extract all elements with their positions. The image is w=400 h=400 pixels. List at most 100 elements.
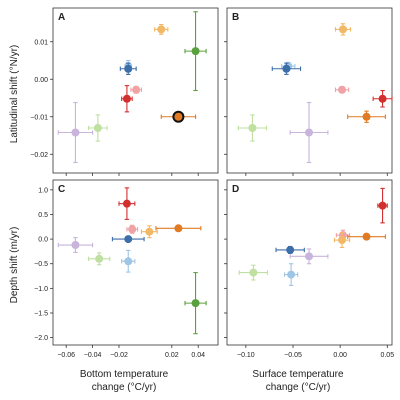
- data-point: [118, 187, 136, 220]
- data-point: [333, 232, 351, 249]
- point-marker: [248, 124, 257, 132]
- data-point: [289, 248, 329, 265]
- x-axis-title-bottom-temp-line2: change (°C/yr): [92, 382, 157, 393]
- point-marker: [145, 227, 154, 236]
- x-tick-label: −0.10: [237, 352, 255, 359]
- y-tick-label: −0.02: [30, 152, 48, 159]
- x-tick-label: −0.02: [110, 352, 128, 359]
- data-point: [119, 62, 137, 75]
- y-axis-title-latitude: Latitudinal shift (°N/yr): [9, 45, 20, 143]
- y-tick-label: −2.0: [34, 335, 48, 342]
- data-point: [88, 252, 111, 266]
- panel-b: B: [224, 7, 393, 176]
- y-tick-label: 0.5: [38, 212, 48, 219]
- data-point: [121, 85, 133, 113]
- point-marker: [93, 124, 102, 132]
- point-marker: [362, 112, 371, 121]
- point-marker: [338, 236, 347, 245]
- y-tick-label: 0.0: [38, 237, 48, 244]
- point-marker: [71, 241, 80, 250]
- point-marker: [124, 257, 133, 266]
- point-marker: [378, 201, 387, 210]
- point-marker: [191, 47, 200, 56]
- point-marker: [287, 270, 296, 279]
- data-point: [347, 110, 386, 123]
- data-point: [275, 245, 305, 254]
- point-marker: [174, 224, 183, 233]
- point-marker: [362, 232, 371, 241]
- data-point: [372, 89, 393, 108]
- point-marker: [191, 299, 200, 308]
- y-tick-label: 1.0: [38, 187, 48, 194]
- data-point: [238, 264, 269, 281]
- panel-letter: B: [232, 12, 239, 23]
- panel-frame: [52, 179, 219, 346]
- point-marker: [338, 85, 347, 94]
- data-point: [334, 85, 350, 94]
- data-point: [130, 85, 142, 94]
- point-marker: [124, 235, 133, 244]
- x-axis-title-surface-temp-line2: change (°C/yr): [266, 382, 331, 393]
- y-tick-label: −0.5: [34, 261, 48, 268]
- x-tick-label: 0.00: [333, 352, 347, 359]
- panel-letter: D: [232, 184, 239, 195]
- point-marker: [286, 245, 295, 254]
- x-tick-label: 0.02: [165, 352, 179, 359]
- y-tick-label: −0.01: [30, 114, 48, 121]
- panel-frame: [226, 179, 393, 346]
- point-marker: [174, 112, 183, 121]
- data-point: [57, 101, 94, 164]
- point-marker: [305, 128, 314, 137]
- x-tick-label: −0.06: [57, 352, 75, 359]
- point-marker: [249, 268, 258, 277]
- point-marker: [305, 252, 314, 261]
- x-tick-label: 0.05: [380, 352, 394, 359]
- data-point: [334, 23, 352, 36]
- data-point: [184, 272, 207, 335]
- data-point: [57, 237, 94, 253]
- y-tick-label: 0.01: [34, 39, 48, 46]
- panel-frame: [226, 7, 393, 174]
- data-point: [289, 101, 329, 164]
- x-axis-title-bottom-temp-line1: Bottom temperature: [80, 369, 169, 380]
- point-marker: [338, 25, 347, 34]
- point-marker: [282, 64, 291, 73]
- data-point: [347, 232, 386, 241]
- point-marker: [71, 128, 80, 137]
- data-point: [88, 114, 108, 142]
- data-point: [283, 263, 299, 286]
- y-tick-label: −1.0: [34, 286, 48, 293]
- data-point: [160, 110, 197, 123]
- data-point: [155, 224, 202, 233]
- point-marker: [132, 85, 141, 94]
- point-marker: [124, 64, 133, 73]
- panel-d: D −0.10 −0.05 0.00 0.05: [224, 179, 394, 359]
- point-marker: [95, 254, 104, 263]
- point-marker: [378, 94, 387, 103]
- x-tick-label: −0.04: [84, 352, 102, 359]
- point-marker: [122, 199, 131, 208]
- x-tick-label: −0.05: [284, 352, 302, 359]
- panel-c: C −2.0 −1.5 −1.0 −0.5 0.0 0.5 1.0 −0.06 −0.04 −0.0…: [34, 179, 219, 359]
- data-point: [126, 224, 139, 234]
- data-point: [121, 249, 136, 273]
- data-point: [271, 62, 302, 75]
- point-marker: [157, 25, 166, 34]
- x-tick-label: 0.04: [191, 352, 205, 359]
- point-marker: [128, 225, 137, 234]
- panel-frame: [52, 7, 219, 174]
- x-axis-title-surface-temp-line1: Surface temperature: [252, 369, 344, 380]
- data-point: [237, 114, 268, 142]
- data-point: [111, 235, 145, 244]
- panel-letter: A: [58, 12, 65, 23]
- data-point: [140, 225, 158, 239]
- data-point: [377, 187, 388, 224]
- data-point: [184, 11, 207, 92]
- y-tick-label: −1.5: [34, 310, 48, 317]
- panel-a: A −0.02 −0.01 0.00 0.01: [30, 7, 219, 176]
- y-axis-title-depth: Depth shift (m/yr): [9, 227, 20, 304]
- data-point: [154, 23, 169, 35]
- y-tick-label: 0.00: [34, 77, 48, 84]
- panel-letter: C: [58, 184, 65, 195]
